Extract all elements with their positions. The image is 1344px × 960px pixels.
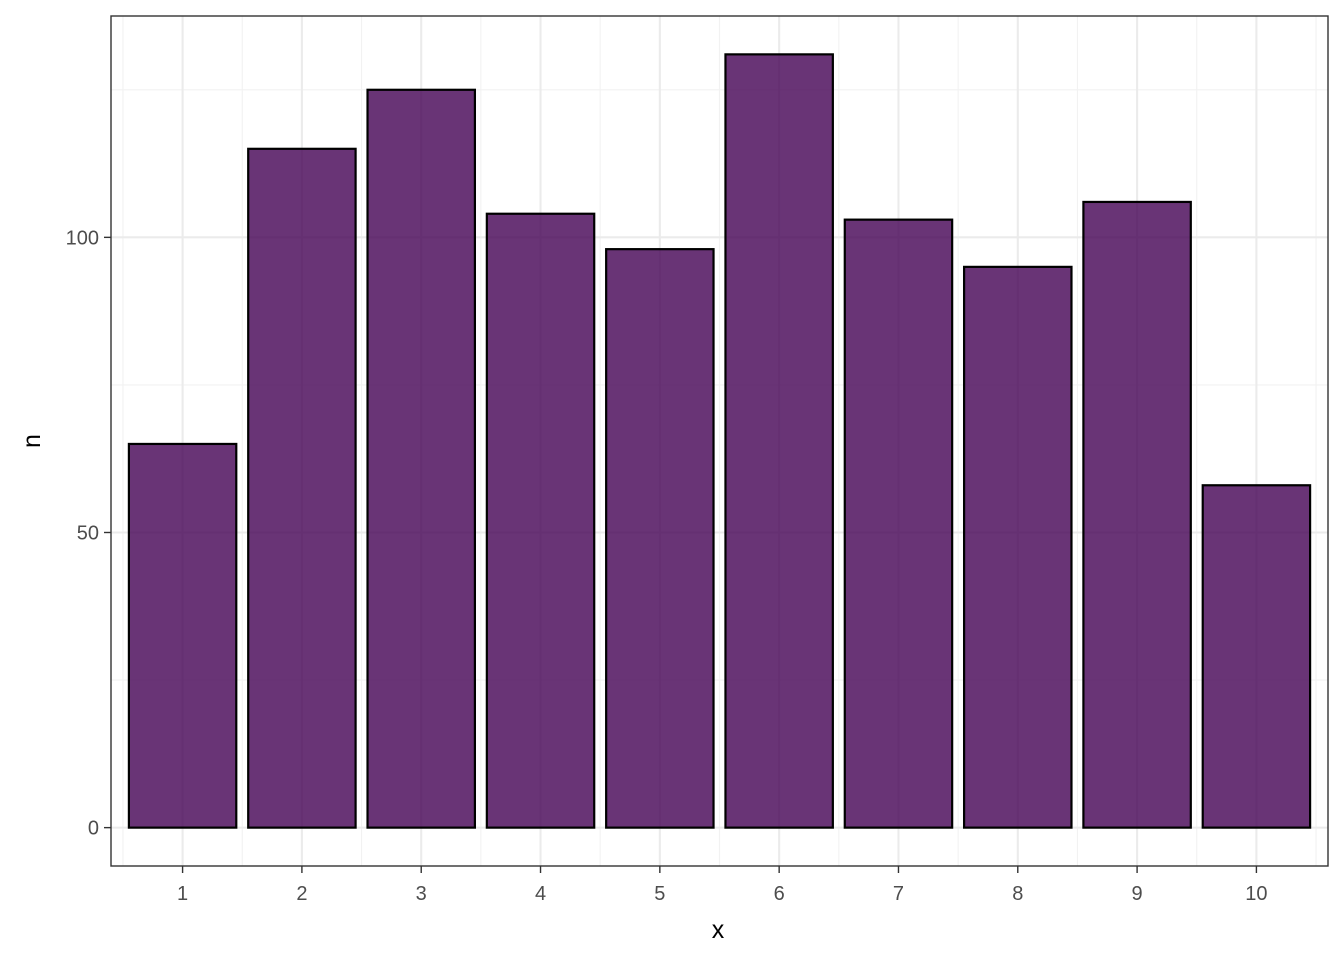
bar-7 [843, 218, 954, 829]
bar-4 [485, 212, 596, 829]
bar-6 [724, 53, 834, 829]
bar-9 [1082, 200, 1192, 829]
x-tick-label: 10 [1245, 883, 1267, 905]
bar-3 [366, 88, 477, 829]
y-axis-title: n [18, 434, 46, 448]
y-tick-label: 50 [77, 522, 99, 544]
x-tick-label: 6 [774, 883, 785, 905]
x-axis-title: x [712, 916, 725, 944]
x-tick-label: 5 [654, 883, 665, 905]
bar-8 [962, 265, 1073, 829]
x-axis: 1 2 3 4 5 6 7 8 9 10 [177, 866, 1268, 905]
bar-2 [247, 147, 357, 829]
x-tick-label: 9 [1132, 883, 1143, 905]
panel-border [110, 15, 1329, 867]
bar-1 [127, 442, 238, 829]
x-tick-label: 1 [177, 883, 188, 905]
y-tick-label: 100 [66, 227, 99, 249]
x-tick-label: 3 [416, 883, 427, 905]
x-tick-label: 2 [296, 883, 307, 905]
bar-10 [1201, 484, 1312, 829]
x-tick-label: 4 [535, 883, 546, 905]
y-tick-label: 0 [88, 818, 99, 840]
bars [127, 53, 1312, 829]
bar-5 [605, 248, 715, 829]
y-axis: 0 50 100 [66, 227, 111, 840]
x-tick-label: 8 [1012, 883, 1023, 905]
x-tick-label: 7 [893, 883, 904, 905]
